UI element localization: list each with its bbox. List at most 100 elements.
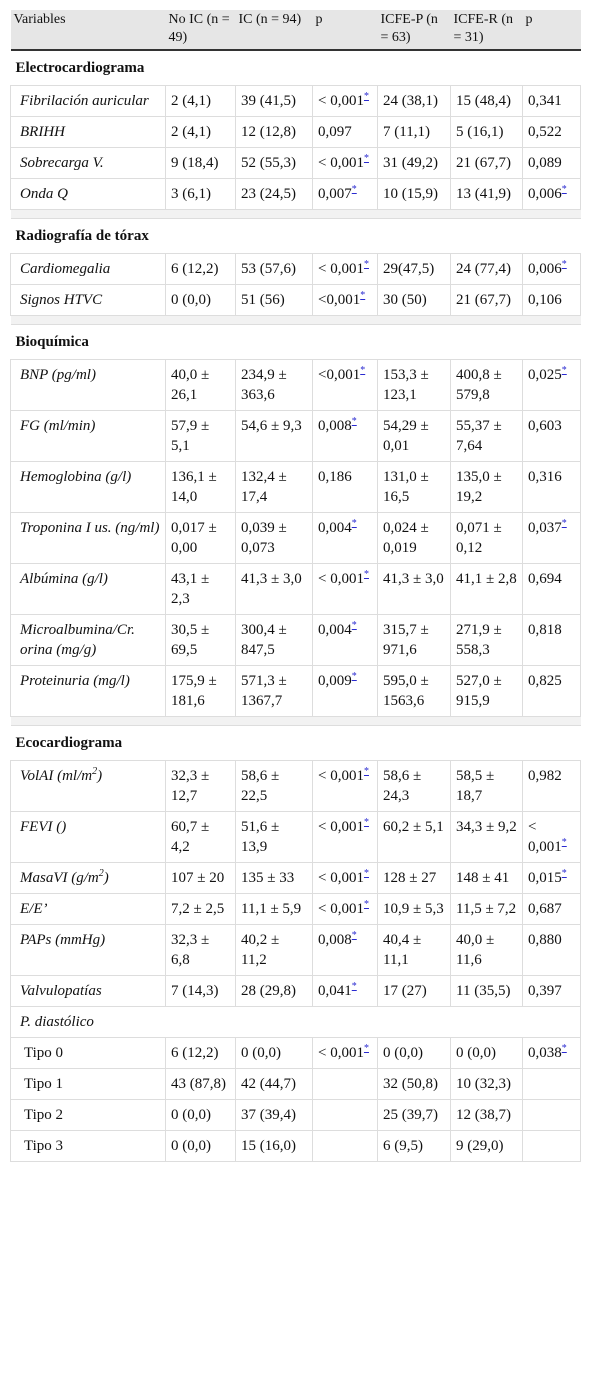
- cell-value: 11,5 ± 7,2: [456, 901, 517, 917]
- cell: < 0,001*: [522, 811, 581, 863]
- footnote-mark: *: [352, 518, 357, 529]
- footnote-link[interactable]: *: [363, 899, 369, 910]
- section-row: Electrocardiograma: [10, 49, 581, 86]
- cell: < 0,001*: [312, 811, 378, 863]
- cell: 234,9 ± 363,6: [235, 359, 313, 411]
- row-label: Onda Q: [20, 186, 68, 202]
- cell: 0,037*: [522, 512, 581, 564]
- cell-value: 0,089: [528, 155, 562, 171]
- footnote-link[interactable]: *: [351, 620, 357, 631]
- cell-value: 31 (49,2): [383, 155, 438, 171]
- cell: 60,2 ± 5,1: [377, 811, 451, 863]
- table-row: BRIHH 2 (4,1) 12 (12,8) 0,097 7 (11,1) 5 (16,…: [10, 116, 581, 148]
- cell: 12 (12,8): [235, 116, 313, 148]
- footnote-link[interactable]: *: [561, 868, 567, 879]
- cell-value: 54,6 ± 9,3: [241, 418, 302, 434]
- section-gap: [10, 716, 581, 726]
- row-label-end: ): [97, 768, 103, 784]
- cell: 32,3 ± 6,8: [165, 924, 236, 976]
- section-row: Radiografía de tórax: [10, 218, 581, 254]
- cell: 41,3 ± 3,0: [235, 563, 313, 615]
- footnote-link[interactable]: *: [360, 290, 366, 301]
- row-label-cell: P. diastólico: [10, 1006, 581, 1038]
- footnote-link[interactable]: *: [363, 259, 369, 270]
- row-label: Albúmina (g/l): [20, 571, 108, 587]
- cell-value: 52 (55,3): [241, 155, 296, 171]
- cell-value: 128 ± 27: [383, 870, 437, 886]
- footnote-link[interactable]: *: [363, 569, 369, 580]
- cell-value: 0,825: [528, 673, 562, 689]
- cell-value: < 0,001: [528, 819, 562, 855]
- row-label: PAPs (mmHg): [20, 932, 106, 948]
- footnote-link[interactable]: *: [351, 518, 357, 529]
- footnote-link[interactable]: *: [360, 365, 366, 376]
- cell-value: 32 (50,8): [383, 1076, 438, 1092]
- cell-value: 54,29 ± 0,01: [383, 418, 429, 454]
- footnote-link[interactable]: *: [351, 981, 357, 992]
- cell: 23 (24,5): [235, 178, 313, 210]
- cell-value: 11 (35,5): [456, 983, 511, 999]
- cell-value: 135,0 ± 19,2: [456, 469, 502, 505]
- cell: [522, 1068, 581, 1100]
- data-table: Variables No IC (n = 49) IC (n = 94) p ICFE-…: [10, 10, 581, 1162]
- cell-value: < 0,001: [318, 901, 364, 917]
- footnote-link[interactable]: *: [363, 153, 369, 164]
- cell: [312, 1099, 378, 1131]
- cell: 0,009*: [312, 665, 378, 717]
- cell: 0,097: [312, 116, 378, 148]
- footnote-mark: *: [352, 930, 357, 941]
- cell-value: 10 (32,3): [456, 1076, 511, 1092]
- footnote-mark: *: [562, 518, 567, 529]
- footnote-link[interactable]: *: [351, 184, 357, 195]
- footnote-link[interactable]: *: [561, 184, 567, 195]
- cell-value: < 0,001: [318, 768, 364, 784]
- cell-value: 131,0 ± 16,5: [383, 469, 429, 505]
- cell: 0,038*: [522, 1037, 581, 1069]
- footnote-link[interactable]: *: [363, 817, 369, 828]
- cell: < 0,001*: [312, 760, 378, 812]
- cell-value: 30,5 ± 69,5: [171, 622, 210, 658]
- cell: 58,6 ± 24,3: [377, 760, 451, 812]
- cell: 0,006*: [522, 253, 581, 285]
- footnote-link[interactable]: *: [351, 416, 357, 427]
- cell: 0,008*: [312, 410, 378, 462]
- cell-value: 15 (48,4): [456, 93, 511, 109]
- cell: 0,089: [522, 147, 581, 179]
- footnote-mark: *: [562, 365, 567, 376]
- footnote-mark: *: [364, 1043, 369, 1054]
- cell: 0,006*: [522, 178, 581, 210]
- row-label: MasaVI (g/m: [20, 870, 99, 886]
- footnote-link[interactable]: *: [363, 91, 369, 102]
- footnote-link[interactable]: *: [561, 365, 567, 376]
- row-label: Troponina I us. (ng/ml): [20, 520, 160, 536]
- footnote-link[interactable]: *: [561, 1043, 567, 1054]
- cell: 175,9 ± 181,6: [165, 665, 236, 717]
- footnote-link[interactable]: *: [561, 837, 567, 848]
- cell: 31 (49,2): [377, 147, 451, 179]
- footnote-link[interactable]: *: [363, 766, 369, 777]
- row-label: VolAI (ml/m: [20, 768, 93, 784]
- cell: [522, 1130, 581, 1162]
- cell-value: 0,397: [528, 983, 562, 999]
- cell: 300,4 ± 847,5: [235, 614, 313, 666]
- row-label-cell: Onda Q: [10, 178, 166, 210]
- table-row: Fibrilación auricular 2 (4,1) 39 (41,5) < 0…: [10, 85, 581, 117]
- footnote-link[interactable]: *: [561, 259, 567, 270]
- cell-value: 0,316: [528, 469, 562, 485]
- footnote-link[interactable]: *: [351, 671, 357, 682]
- footnote-mark: *: [364, 91, 369, 102]
- row-label-cell: Sobrecarga V.: [10, 147, 166, 179]
- row-label: Tipo 0: [24, 1045, 64, 1061]
- cell: 40,0 ± 26,1: [165, 359, 236, 411]
- table-row: FEVI () 60,7 ± 4,2 51,6 ± 13,9 < 0,001* 60,2…: [10, 811, 581, 863]
- footnote-link[interactable]: *: [363, 1043, 369, 1054]
- table-row: VolAI (ml/m2) 32,3 ± 12,7 58,6 ± 22,5 < 0,0…: [10, 760, 581, 812]
- cell-value: 7 (11,1): [383, 124, 430, 140]
- row-label: Fibrilación auricular: [20, 93, 149, 109]
- footnote-link[interactable]: *: [351, 930, 357, 941]
- footnote-link[interactable]: *: [363, 868, 369, 879]
- cell: 0,603: [522, 410, 581, 462]
- table-row: Cardiomegalia 6 (12,2) 53 (57,6) < 0,001* 29…: [10, 253, 581, 285]
- cell-value: 595,0 ± 1563,6: [383, 673, 429, 709]
- footnote-link[interactable]: *: [561, 518, 567, 529]
